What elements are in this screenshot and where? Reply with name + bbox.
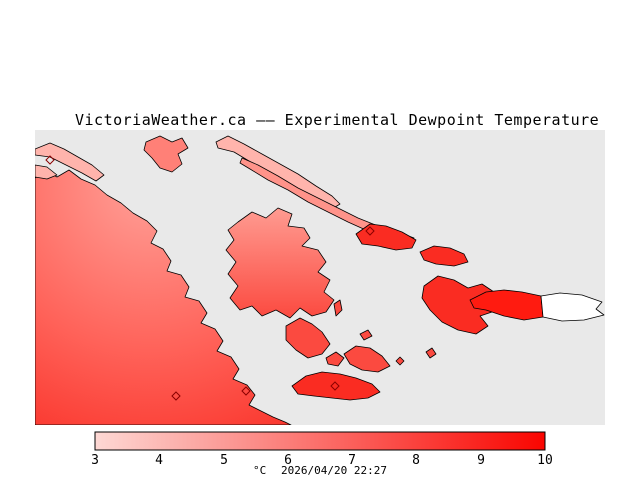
land-small-island-north: [143, 135, 189, 173]
station-marker-diamond: [365, 226, 375, 236]
map-land-group: [35, 135, 605, 425]
colorbar-gradient: [94, 431, 546, 451]
land-small-island-1: [343, 345, 391, 373]
land-vancouver-island: [35, 169, 292, 425]
colorbar-tick-label: 7: [348, 453, 356, 468]
figure-title: VictoriaWeather.ca —— Experimental Dewpo…: [75, 111, 599, 129]
colorbar-units-label: °C: [253, 464, 266, 477]
land-east-island-1: [355, 223, 417, 251]
land-small-island-5: [333, 299, 343, 317]
land-east-island-2: [419, 245, 469, 267]
land-central-island-tail: [285, 317, 331, 359]
land-small-island-3: [359, 329, 373, 341]
station-marker-diamond: [171, 391, 181, 401]
land-coastal-strip-upper: [35, 142, 105, 182]
station-marker-group: [45, 155, 375, 401]
station-marker-diamond: [330, 381, 340, 391]
land-nodata-area: [540, 292, 605, 322]
land-small-island-4: [395, 356, 405, 366]
colorbar-tick-label: 6: [284, 453, 292, 468]
colorbar-tick-label: 9: [477, 453, 485, 468]
land-east-island-3: [421, 275, 501, 335]
colorbar-tick-label: 10: [537, 453, 553, 468]
land-coastal-strip-small: [35, 164, 58, 180]
colorbar-tick-label: 4: [155, 453, 163, 468]
station-marker-diamond: [45, 155, 55, 165]
colorbar-tick-label: 8: [412, 453, 420, 468]
land-small-island-2: [325, 351, 345, 367]
timestamp-label: 2026/04/20 22:27: [281, 464, 387, 477]
land-south-island: [291, 371, 381, 401]
station-marker-diamond: [241, 386, 251, 396]
colorbar-tick-labels: 3 4 5 6 7 8 9 10: [91, 453, 553, 468]
land-small-island-6: [425, 347, 437, 359]
land-central-island: [225, 207, 335, 319]
colorbar-tick-label: 5: [220, 453, 228, 468]
colorbar-tick-label: 3: [91, 453, 99, 468]
